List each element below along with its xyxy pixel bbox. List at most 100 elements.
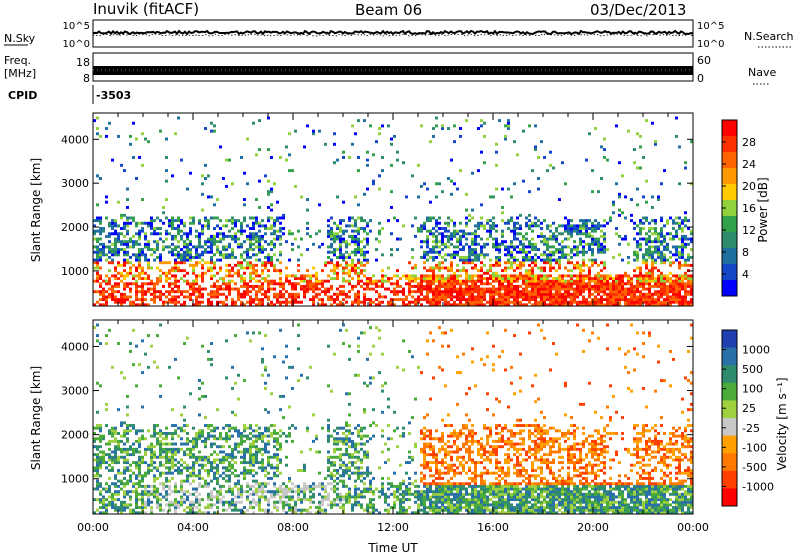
echo-cell <box>684 258 687 262</box>
echo-cell <box>138 248 141 252</box>
echo-cell <box>144 471 147 475</box>
echo-cell <box>441 227 444 230</box>
echo-cell <box>132 508 135 512</box>
colorbar-swatch <box>722 264 737 281</box>
echo-cell <box>504 300 507 304</box>
echo-cell <box>450 292 453 296</box>
echo-cell <box>432 300 435 304</box>
echo-cell <box>168 455 171 459</box>
echo-cell <box>651 253 654 257</box>
echo-cell <box>339 255 342 259</box>
echo-cell <box>447 282 450 286</box>
echo-cell <box>183 300 186 304</box>
echo-cell <box>567 245 570 249</box>
echo-cell <box>498 261 501 265</box>
echo-cell <box>198 237 201 241</box>
echo-cell <box>126 187 129 191</box>
echo-cell <box>243 303 246 307</box>
echo-cell <box>216 506 219 510</box>
echo-cell <box>138 463 141 467</box>
echo-cell <box>255 219 258 223</box>
echo-cell <box>138 253 141 257</box>
echo-cell <box>432 271 435 275</box>
echo-cell <box>480 248 483 252</box>
echo-cell <box>477 221 480 225</box>
echo-cell <box>351 142 354 146</box>
echo-cell <box>138 479 141 483</box>
echo-cell <box>450 237 453 241</box>
echo-cell <box>210 266 213 270</box>
echo-cell <box>669 277 672 280</box>
echo-cell <box>228 269 231 273</box>
echo-cell <box>159 434 162 438</box>
echo-cell <box>129 498 132 502</box>
echo-cell <box>165 434 168 438</box>
echo-cell <box>492 221 495 225</box>
echo-cell <box>228 487 231 491</box>
echo-cell <box>168 458 171 462</box>
echo-cell <box>561 224 564 228</box>
echo-cell <box>528 269 531 273</box>
echo-cell <box>168 245 171 249</box>
echo-cell <box>93 290 96 294</box>
echo-cell <box>582 248 585 252</box>
echo-cell <box>234 263 237 267</box>
echo-cell <box>507 258 510 262</box>
echo-cell <box>339 245 342 249</box>
echo-cell <box>141 503 144 507</box>
echo-cell <box>678 300 681 304</box>
echo-cell <box>360 250 363 254</box>
echo-cell <box>201 394 204 398</box>
echo-cell <box>468 303 471 307</box>
echo-cell <box>633 303 636 307</box>
echo-cell <box>267 274 270 278</box>
echo-cell <box>471 266 474 270</box>
echo-cell <box>231 237 234 241</box>
echo-cell <box>96 466 99 470</box>
echo-cell <box>225 284 228 288</box>
echo-cell <box>468 298 471 302</box>
echo-cell <box>390 290 393 294</box>
echo-cell <box>201 208 204 212</box>
echo-cell <box>657 279 660 283</box>
echo-cell <box>201 224 204 228</box>
echo-cell <box>111 429 114 433</box>
echo-cell <box>168 450 171 454</box>
echo-cell <box>576 224 579 228</box>
echo-cell <box>399 284 402 288</box>
echo-cell <box>528 282 531 286</box>
colorbar-swatch <box>722 168 737 185</box>
echo-cell <box>663 284 666 288</box>
echo-cell <box>669 232 672 236</box>
echo-cell <box>489 195 492 199</box>
echo-cell <box>690 274 693 278</box>
echo-cell <box>627 287 630 291</box>
echo-cell <box>486 253 489 257</box>
echo-cell <box>669 237 672 241</box>
echo-cell <box>684 219 687 223</box>
echo-cell <box>168 271 171 275</box>
echo-cell <box>225 255 228 259</box>
echo-cell <box>216 495 219 499</box>
echo-cell <box>264 442 267 446</box>
echo-cell <box>636 290 639 294</box>
echo-cell <box>426 284 429 288</box>
echo-cell <box>201 476 204 480</box>
echo-cell <box>426 279 429 283</box>
echo-cell <box>684 242 687 246</box>
echo-cell <box>135 255 138 259</box>
echo-cell <box>447 245 450 249</box>
echo-cell <box>267 450 270 454</box>
echo-cell <box>471 295 474 299</box>
echo-cell <box>255 153 258 157</box>
echo-cell <box>555 261 558 265</box>
echo-cell <box>657 290 660 294</box>
echo-cell <box>585 303 588 307</box>
echo-cell <box>648 295 651 299</box>
echo-cell <box>618 234 621 238</box>
echo-cell <box>441 277 444 280</box>
echo-cell <box>426 292 429 296</box>
echo-cell <box>168 232 171 236</box>
echo-cell <box>492 274 495 278</box>
echo-cell <box>660 290 663 294</box>
